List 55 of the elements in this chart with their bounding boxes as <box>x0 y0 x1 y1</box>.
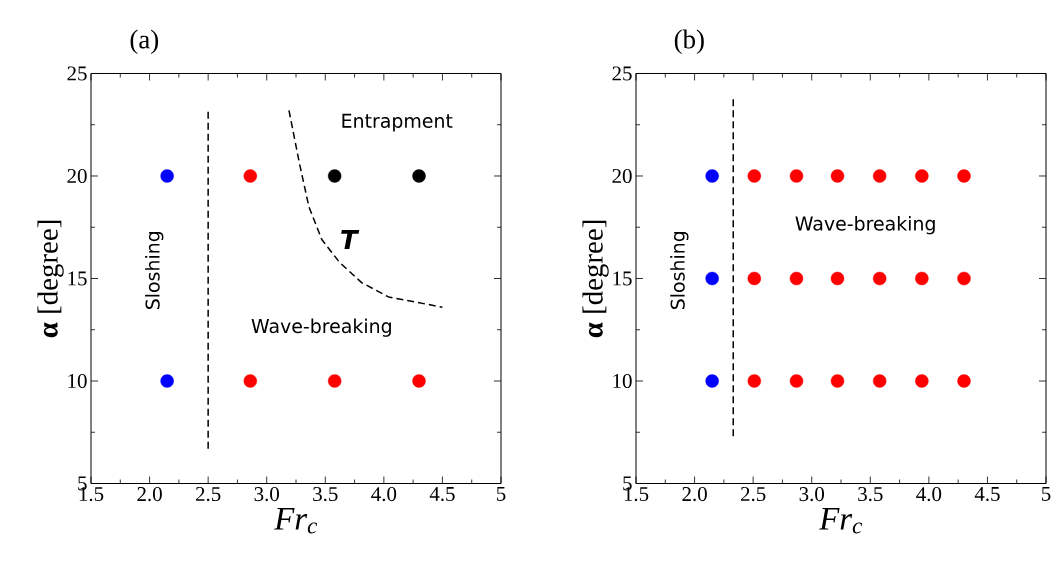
y-tick-label: 10 <box>613 373 632 389</box>
point <box>957 169 971 183</box>
x-tick-label: 3.5 <box>858 487 883 502</box>
point <box>789 169 804 183</box>
x-tick-label: 4.5 <box>974 487 1000 502</box>
x-tick-label: 5 <box>1042 487 1051 501</box>
annotation: Wave-breaking <box>251 318 391 337</box>
x-axis-title: Fr$_{c}$ <box>819 508 863 534</box>
point <box>789 271 804 286</box>
chart-title: (b) <box>674 29 704 55</box>
point <box>705 169 719 183</box>
point <box>830 169 845 183</box>
x-tick-label: 4.0 <box>916 487 942 502</box>
y-axis-title: α [degree] <box>37 220 64 338</box>
point <box>830 374 845 388</box>
point <box>705 374 719 388</box>
y-tick-label: 20 <box>67 168 87 184</box>
point <box>915 169 929 183</box>
point <box>872 169 887 183</box>
x-axis-title: Fr$_{c}$ <box>274 508 318 534</box>
annotation: Wave-breaking <box>795 216 935 235</box>
point <box>789 374 804 388</box>
annotation: T <box>341 230 360 249</box>
x-tick-label: 4.0 <box>371 487 397 502</box>
y-tick-label: 15 <box>613 271 632 286</box>
point <box>915 374 929 388</box>
x-tick-label: 2.5 <box>741 487 766 502</box>
point <box>957 271 971 286</box>
point <box>747 169 762 183</box>
x-tick-label: 3.5 <box>313 487 338 502</box>
point <box>872 271 887 286</box>
annotation: Sloshing <box>145 232 164 310</box>
y-tick-label: 20 <box>612 168 632 184</box>
point <box>747 374 762 388</box>
point <box>872 374 887 388</box>
point <box>915 271 929 286</box>
y-tick-label: 25 <box>612 66 632 81</box>
y-axis-title: α [degree] <box>582 220 609 338</box>
x-tick-label: 3.0 <box>254 487 279 502</box>
y-tick-label: 25 <box>67 66 87 81</box>
y-tick-label: 10 <box>68 373 87 389</box>
point <box>705 271 719 286</box>
x-tick-label: 3.0 <box>799 487 825 502</box>
x-tick-label: 2.5 <box>195 487 221 502</box>
annotation: Sloshing <box>670 232 689 310</box>
point <box>830 271 845 286</box>
x-tick-label: 2.0 <box>137 487 162 502</box>
chart-title: (a) <box>130 29 159 55</box>
x-tick-label: 2.0 <box>682 487 707 502</box>
point <box>957 374 971 388</box>
x-tick-label: 5 <box>496 487 506 501</box>
x-tick-label: 4.5 <box>429 487 455 502</box>
point <box>747 271 762 286</box>
y-tick-label: 15 <box>68 271 87 286</box>
annotation: Entrapment <box>342 113 453 132</box>
